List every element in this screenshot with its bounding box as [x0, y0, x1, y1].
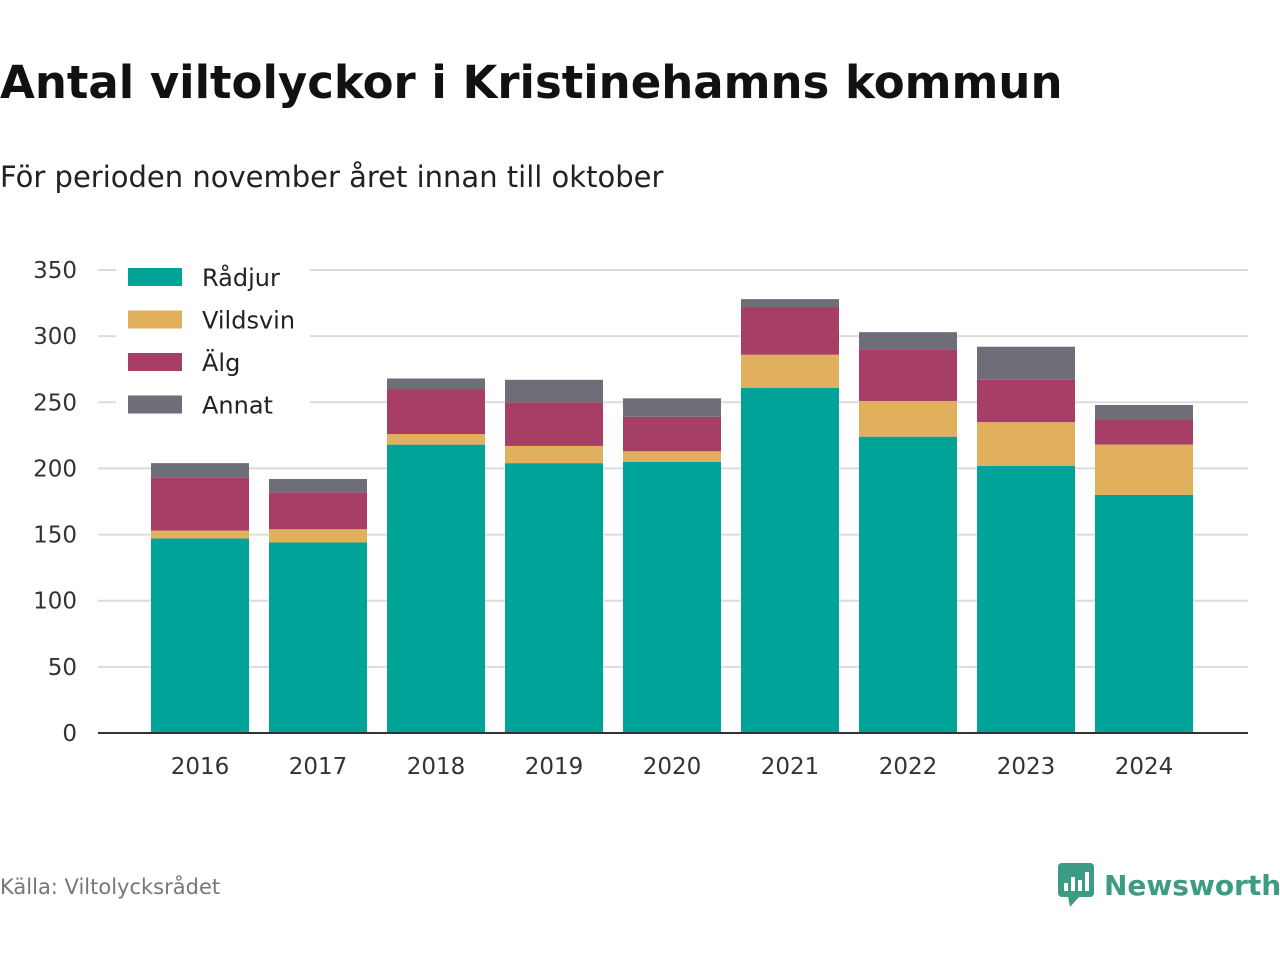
bar-segment — [859, 436, 957, 733]
source-note: Källa: Viltolycksrådet — [0, 875, 221, 899]
y-tick-label: 300 — [33, 324, 77, 350]
legend-swatch — [128, 353, 182, 371]
y-tick-label: 250 — [33, 390, 77, 416]
bar-segment — [269, 492, 367, 530]
y-tick-label: 100 — [33, 589, 77, 615]
y-tick-label: 200 — [33, 456, 77, 482]
bar-segment — [151, 477, 249, 531]
y-tick-label: 0 — [62, 721, 77, 747]
bar-segment — [1095, 404, 1193, 420]
x-tick-label: 2017 — [289, 754, 348, 780]
bar-segment — [741, 299, 839, 308]
bar-segment — [623, 416, 721, 452]
legend-label: Vildsvin — [202, 307, 295, 335]
legend-swatch — [128, 310, 182, 329]
bar-segment — [859, 400, 957, 437]
bar-segment — [269, 479, 367, 493]
legend-label: Älg — [202, 348, 240, 377]
bar-segment — [1095, 494, 1193, 733]
bar-segment — [741, 307, 839, 355]
bar-segment — [151, 538, 249, 733]
legend: Rådjur Vildsvin Älg Annat — [116, 252, 310, 424]
bar-segment — [387, 444, 485, 733]
bar-segment — [859, 332, 957, 350]
x-tick-label: 2019 — [525, 754, 584, 780]
legend-label: Rådjur — [202, 263, 280, 292]
bar-segment — [387, 378, 485, 390]
bar-segment — [269, 542, 367, 733]
bar-segment — [505, 402, 603, 446]
x-tick-label: 2023 — [997, 754, 1056, 780]
x-tick-label: 2024 — [1115, 754, 1174, 780]
legend-swatch — [128, 268, 182, 286]
bar-segment — [1095, 419, 1193, 445]
chart-title: Antal viltolyckor i Kristinehamns kommun — [0, 56, 1063, 109]
axes: 0 50 100 150 200 250 300 350 2016 2017 2018 2019 202… — [33, 258, 1248, 780]
legend-label: Annat — [202, 392, 273, 420]
bar-segment — [977, 346, 1075, 380]
bar-segment — [387, 389, 485, 435]
bar-segment — [269, 529, 367, 543]
bar-segment — [741, 354, 839, 388]
chart-subtitle: För perioden november året innan till ok… — [0, 160, 664, 194]
y-tick-label: 150 — [33, 523, 77, 549]
bar-segment — [505, 445, 603, 464]
bar-segment — [623, 461, 721, 733]
x-tick-label: 2018 — [407, 754, 466, 780]
x-tick-label: 2020 — [643, 754, 702, 780]
bar-segment — [623, 398, 721, 417]
bar-segment — [977, 379, 1075, 423]
bar-segment — [623, 451, 721, 462]
stacked-bar-chart: 0 50 100 150 200 250 300 350 2016 2017 2018 2019 202… — [33, 252, 1248, 780]
x-tick-label: 2021 — [761, 754, 820, 780]
bar-segment — [977, 465, 1075, 733]
x-tick-label: 2016 — [171, 754, 230, 780]
bar-segment — [741, 387, 839, 733]
bar-segment — [505, 463, 603, 733]
y-tick-label: 350 — [33, 258, 77, 284]
x-tick-label: 2022 — [879, 754, 938, 780]
brand-name: Newsworthy — [1104, 868, 1280, 902]
bar-segment — [505, 379, 603, 403]
y-tick-label: 50 — [48, 655, 77, 681]
bar-segment — [977, 422, 1075, 466]
bars — [151, 299, 1193, 733]
bar-segment — [859, 349, 957, 401]
bar-segment — [151, 530, 249, 539]
bar-chart-speech-bubble-icon — [1058, 863, 1094, 907]
bar-segment — [1095, 444, 1193, 495]
brand-logo: Newsworthy — [1058, 862, 1280, 908]
legend-swatch — [128, 395, 182, 414]
bar-segment — [387, 434, 485, 445]
bar-segment — [151, 463, 249, 478]
